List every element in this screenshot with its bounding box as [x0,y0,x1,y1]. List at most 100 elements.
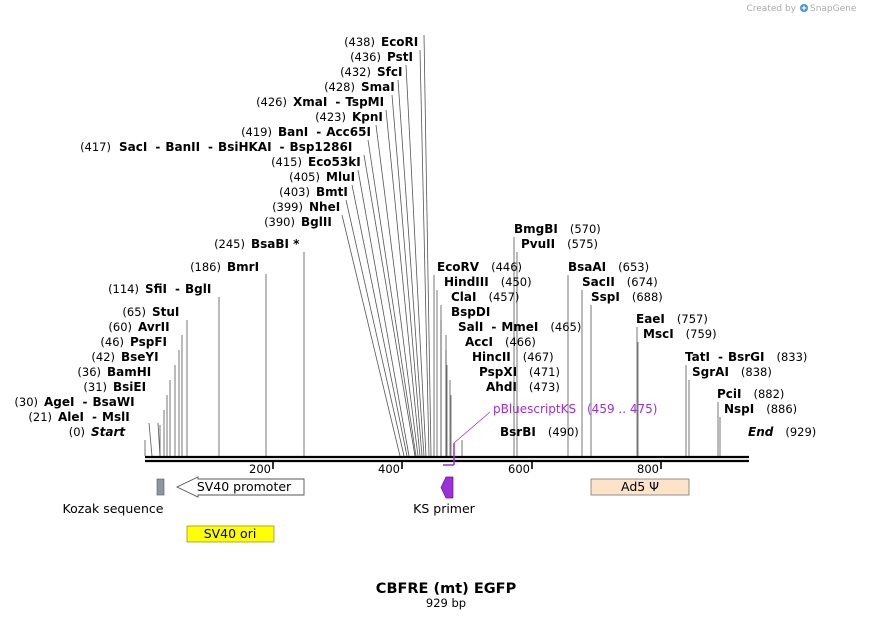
enzyme-site-bmti[interactable]: BmtI (403) [279,185,348,199]
enzyme-separator: - [82,395,87,409]
enzyme-site-sgrai[interactable]: SgrAI (838) [692,365,772,379]
enzyme-site-eaei[interactable]: EaeI (757) [636,312,708,326]
enzyme-site-bani[interactable]: BanI - Acc65I (419) [241,125,371,139]
enzyme-site-bsrbi[interactable]: BsrBI (490) [500,425,579,439]
enzyme-site-sfii[interactable]: SfiI - BglI (114) [108,282,211,296]
enzyme-name-pvuii: PvuII [521,237,555,251]
enzyme-name-mlui: MluI [326,170,355,184]
enzyme-site-ecori[interactable]: EcoRI (438) [344,35,418,49]
leader-line [391,94,423,457]
enzyme-site-sfci[interactable]: SfcI (432) [340,65,402,79]
enzyme-site-hindiii[interactable]: HindIII (450) [444,275,532,289]
enzyme-site-bsaai[interactable]: BsaAI (653) [568,260,649,274]
enzyme-position: (432) [340,65,371,79]
enzyme-site-xmai[interactable]: XmaI - TspMI (426) [256,95,384,109]
map-length: 929 bp [426,596,466,610]
enzyme-site-mlui[interactable]: MluI (405) [289,170,355,184]
enzyme-position: (245) [214,237,245,251]
axis-tick-400: 400 [378,462,403,476]
ks-primer-label: KS primer [413,501,476,516]
enzyme-position: (415) [271,155,302,169]
enzyme-site-avrii[interactable]: AvrII (60) [108,320,169,334]
enzyme-name-eaei: EaeI [636,312,665,326]
enzyme-site-alei[interactable]: AleI - MslI (21) [28,410,129,424]
enzyme-position: (833) [776,350,807,364]
sv40-promoter-label: SV40 promoter [197,479,292,494]
sv40-ori-label: SV40 ori [204,526,257,541]
feature-sv40-promoter[interactable]: SV40 promoter [175,476,305,498]
enzyme-separator: - [491,320,496,334]
feature-ks-primer[interactable]: KS primer [413,476,476,516]
enzyme-name-msci: MscI [643,327,674,341]
enzyme-name-psti: PstI [387,50,413,64]
enzyme-name-end: End [748,425,774,439]
enzyme-site-bsiei[interactable]: BsiEI (31) [83,380,146,394]
enzyme-site-bsabi[interactable]: BsaBI * (245) [214,237,300,251]
enzyme-site-tati[interactable]: TatI - BsrGI (833) [685,350,807,364]
enzyme-name-avrii: AvrII [138,320,170,334]
enzyme-site-pspfi[interactable]: PspFI (46) [100,335,167,349]
enzyme-position: (446) [491,260,522,274]
enzyme-site-sspi[interactable]: SspI (688) [591,290,663,304]
enzyme-site-bglii[interactable]: BglII (390) [264,215,332,229]
enzyme-name-bspdi: BspDI [451,305,490,319]
enzyme-site-kpni[interactable]: KpnI (423) [315,110,383,124]
tick-label-400: 400 [378,462,400,476]
enzyme-site-pspxi[interactable]: PspXI (471) [479,365,560,379]
enzyme-position: (688) [632,290,663,304]
enzyme-site-sali[interactable]: SalI - MmeI (465) [458,320,581,334]
enzyme-site-bmgbi[interactable]: BmgBI (570) [514,222,601,236]
enzyme-position: (467) [523,350,554,364]
enzyme-site-bmri[interactable]: BmrI (186) [190,260,259,274]
axis-tick-800: 800 [637,462,662,476]
enzyme-separator: - [280,140,285,154]
leader-line [157,422,161,457]
enzyme-position: (757) [677,312,708,326]
enzyme-name-tati: TatI [685,350,710,364]
enzyme-separator: - [335,95,340,109]
enzyme-site-nspi[interactable]: NspI (886) [724,402,797,416]
enzyme-separator: - [316,125,321,139]
enzyme-position: (428) [324,80,355,94]
enzyme-site-ecorv[interactable]: EcoRV (446) [437,260,522,274]
enzyme-site-end[interactable]: End (929) [748,425,816,439]
enzyme-name-bmgbi: BmgBI [514,222,558,236]
enzyme-site-eco53ki[interactable]: Eco53kI (415) [271,155,361,169]
enzyme-name-smai: SmaI [361,80,395,94]
enzyme-name-stui: StuI [152,305,179,319]
enzyme-site-nhei[interactable]: NheI (399) [272,200,340,214]
enzyme-site-msci[interactable]: MscI (759) [643,327,717,341]
leader-line [345,199,405,457]
enzyme-name-sfii: SfiI [145,282,167,296]
backbone [145,455,749,463]
enzyme-site-start[interactable]: Start (0) [69,425,127,439]
credit-prefix: Created by [746,4,796,14]
enzyme-site-acci[interactable]: AccI (466) [465,335,536,349]
enzyme-site-ahdi[interactable]: AhdI (473) [486,380,560,394]
enzyme-site-saci[interactable]: SacI - BanII - BsiHKAI - Bsp1286I(417) [80,140,352,154]
enzyme-site-psti[interactable]: PstI (436) [350,50,413,64]
enzyme-site-sacii[interactable]: SacII (674) [582,275,658,289]
enzyme-name-bsaai: BsaAI [568,260,606,274]
enzyme-site-stui[interactable]: StuI (65) [122,305,179,319]
enzyme-site-pvuii[interactable]: PvuII (575) [521,237,598,251]
feature-sv40-ori[interactable]: SV40 ori [186,525,275,543]
enzyme-site-smai[interactable]: SmaI (428) [324,80,395,94]
enzyme-site-bamhi[interactable]: BamHI (36) [77,365,151,379]
enzyme-position: (653) [618,260,649,274]
enzyme-name-sgrai: SgrAI [692,365,729,379]
primer-site-pbluescriptks[interactable]: pBluescriptKS (459 .. 475) [443,402,657,466]
enzyme-site-bspdi[interactable]: BspDI [451,305,490,319]
enzyme-site-agei[interactable]: AgeI - BsaWI (30) [14,395,134,409]
enzyme-site-pcii[interactable]: PciI (882) [717,387,784,401]
enzyme-position: (570) [570,222,601,236]
enzyme-site-bseyi[interactable]: BseYI (42) [91,350,158,364]
feature-ad5[interactable]: Ad5 Ψ [590,478,690,496]
enzyme-position: (65) [122,305,146,319]
enzyme-site-hincii[interactable]: HincII (467) [472,350,554,364]
leader-line [351,184,408,457]
leader-line [375,124,419,457]
enzyme-site-clai[interactable]: ClaI (457) [451,290,519,304]
feature-kozak-sequence[interactable]: Kozak sequence [63,478,165,516]
enzyme-name-banii: BanII [165,140,200,154]
